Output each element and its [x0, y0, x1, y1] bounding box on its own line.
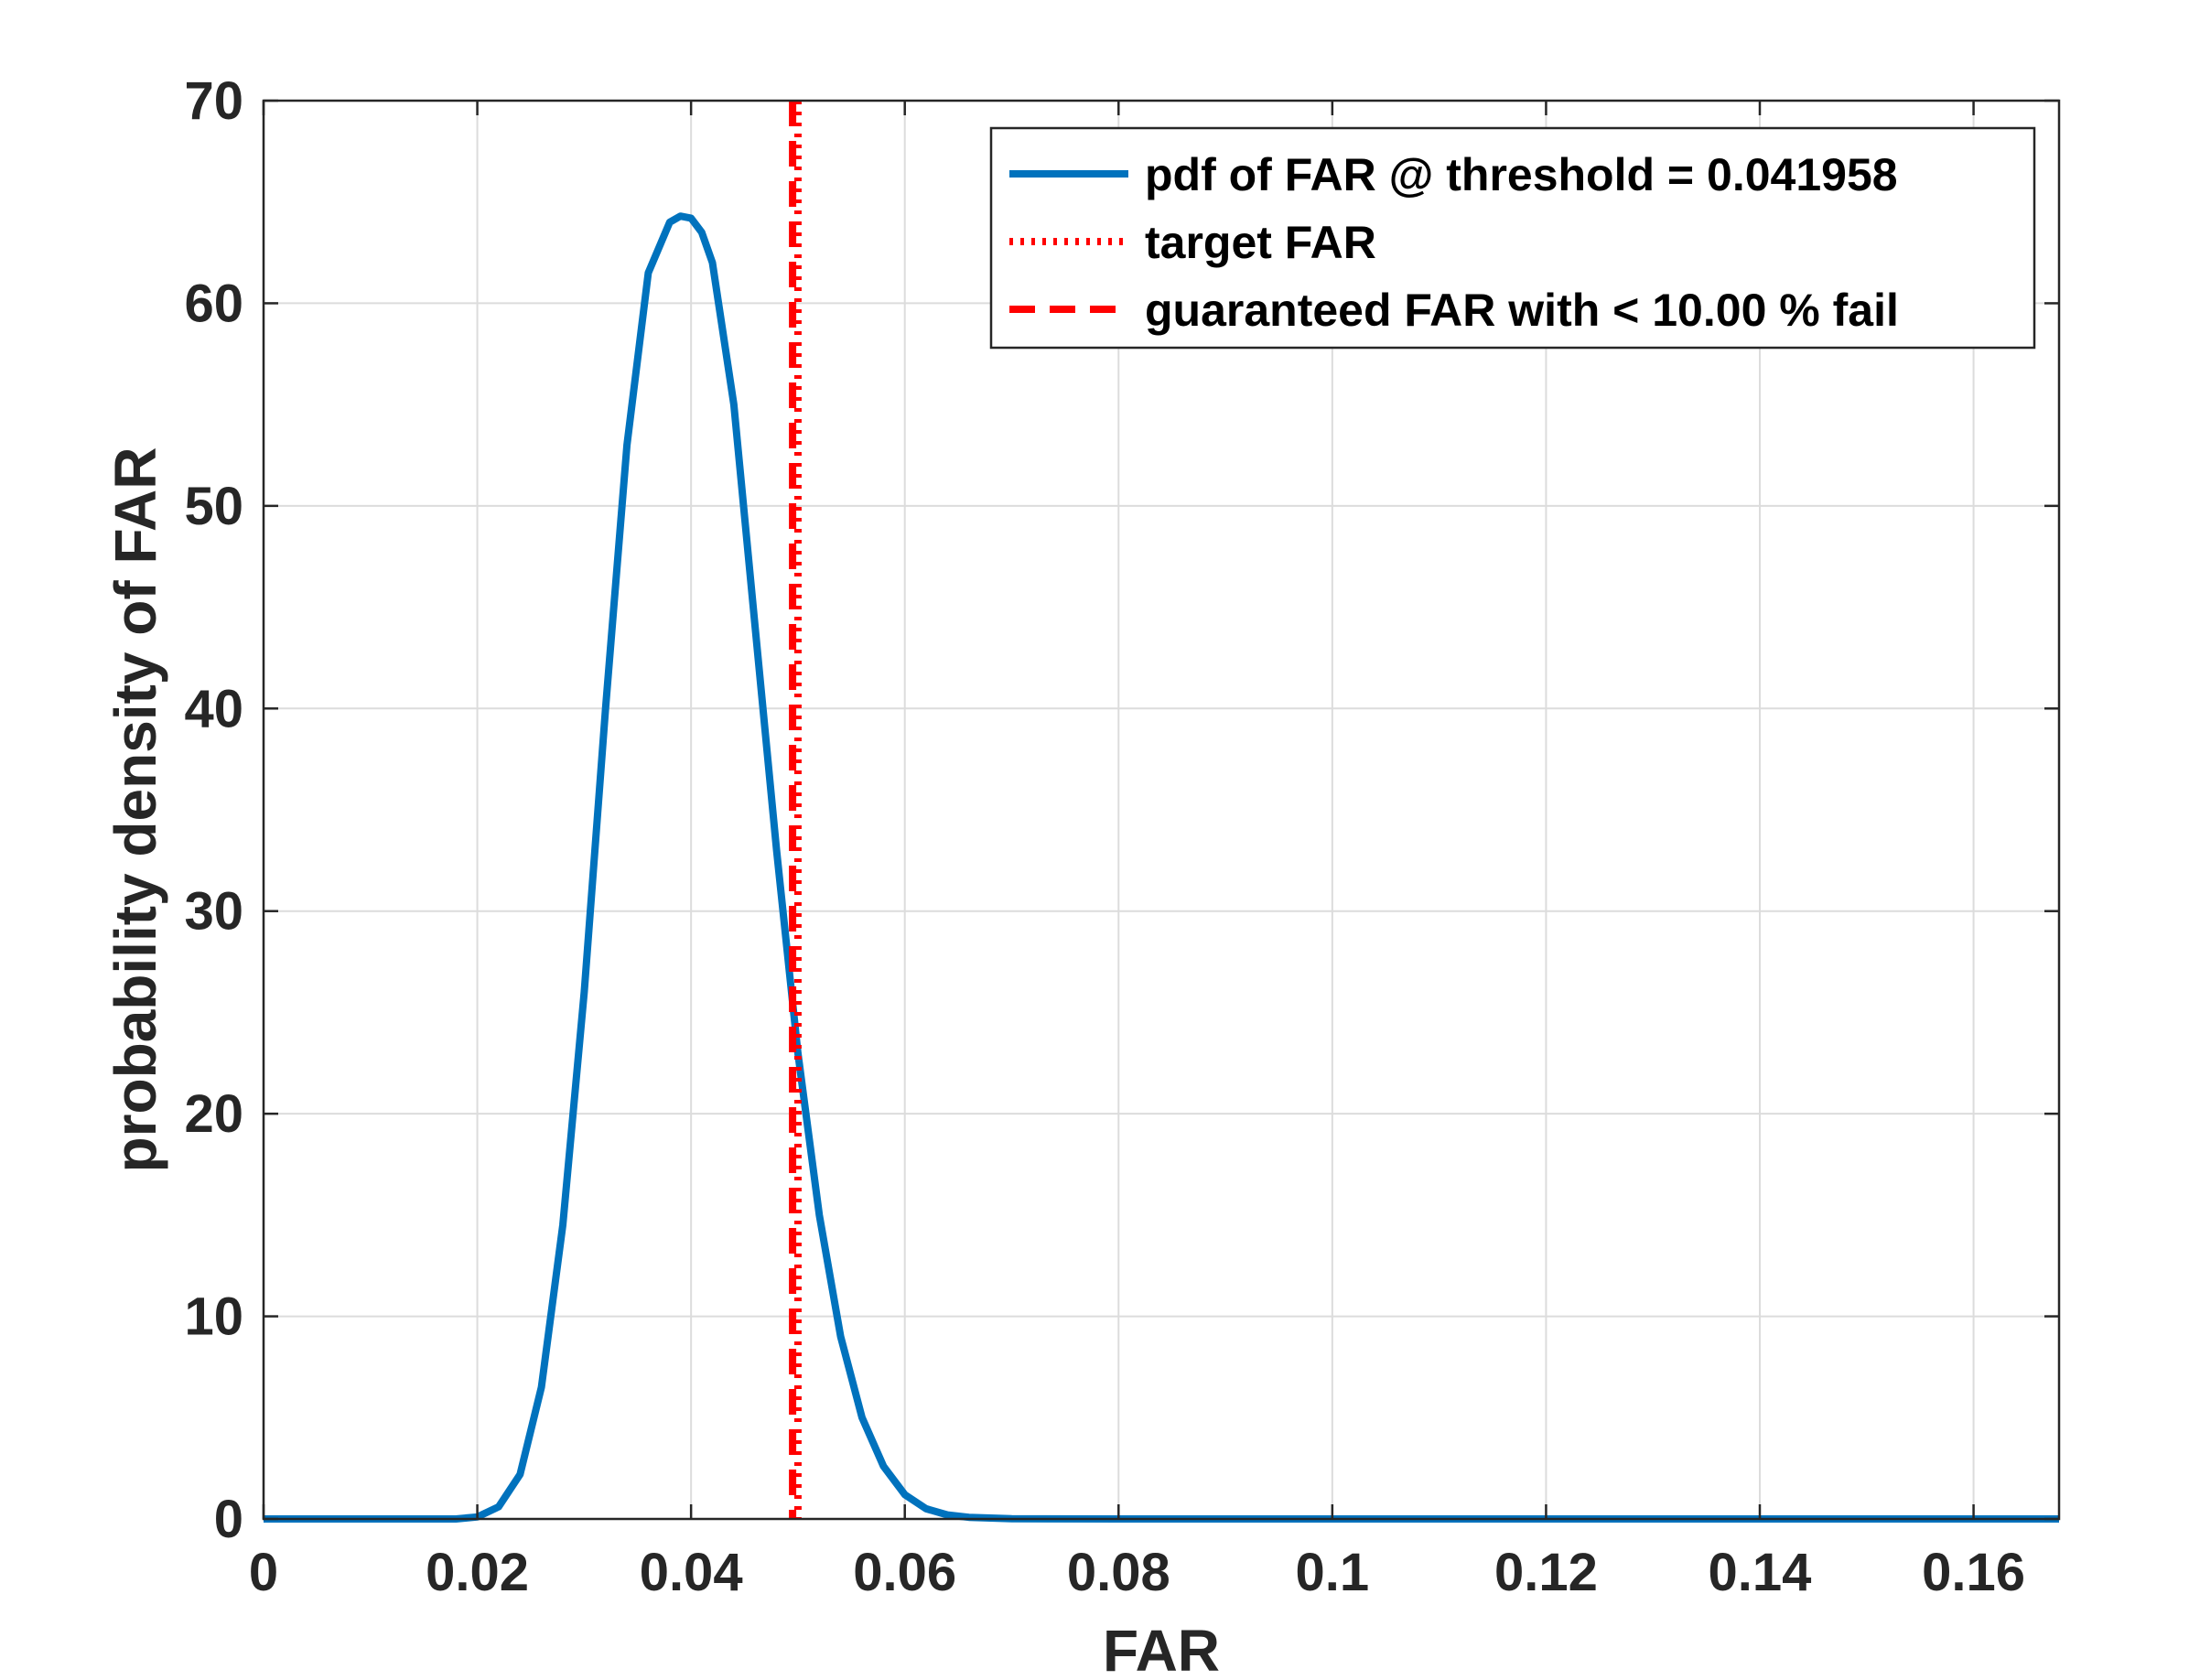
- y-tick-label: 40: [184, 679, 243, 738]
- legend-label: guaranteed FAR with < 10.00 % fail: [1145, 285, 1899, 336]
- y-tick-label: 50: [184, 477, 243, 536]
- x-tick-label: 0.14: [1709, 1543, 1812, 1602]
- legend-box: [989, 126, 2036, 350]
- x-tick-label: 0.08: [1067, 1543, 1170, 1602]
- y-tick-label: 60: [184, 274, 243, 333]
- y-tick-label: 70: [184, 71, 243, 131]
- ticks: [262, 99, 2059, 1521]
- x-tick-label: 0.1: [1296, 1543, 1370, 1602]
- y-axis-label: probability density of FAR: [102, 447, 168, 1173]
- legend-label: pdf of FAR @ threshold = 0.041958: [1145, 149, 1898, 200]
- legend-label: target FAR: [1145, 217, 1376, 268]
- y-tick-label: 0: [214, 1490, 243, 1549]
- x-tick-label: 0.06: [853, 1543, 956, 1602]
- series-layer: [264, 101, 2059, 1523]
- x-tick-label: 0: [249, 1543, 278, 1602]
- tick-labels: 0 0.02 0.04 0.06 0.08 0.1 0.12 0.14 0.16 0 10 20 30 4…: [184, 71, 2025, 1602]
- axes-frame: [262, 99, 2061, 1521]
- series-line-pdf: [264, 212, 2059, 1523]
- x-tick-label: 0.16: [1922, 1543, 2025, 1602]
- y-tick-label: 10: [184, 1287, 243, 1347]
- axes-box: [262, 99, 2061, 1521]
- x-tick-label: 0.02: [426, 1543, 529, 1602]
- legend: pdf of FAR @ threshold = 0.041958 target …: [989, 126, 2036, 350]
- x-tick-label: 0.12: [1494, 1543, 1598, 1602]
- y-tick-label: 20: [184, 1084, 243, 1144]
- x-axis-label: FAR: [1103, 1618, 1220, 1680]
- x-tick-label: 0.04: [640, 1543, 743, 1602]
- y-tick-label: 30: [184, 882, 243, 942]
